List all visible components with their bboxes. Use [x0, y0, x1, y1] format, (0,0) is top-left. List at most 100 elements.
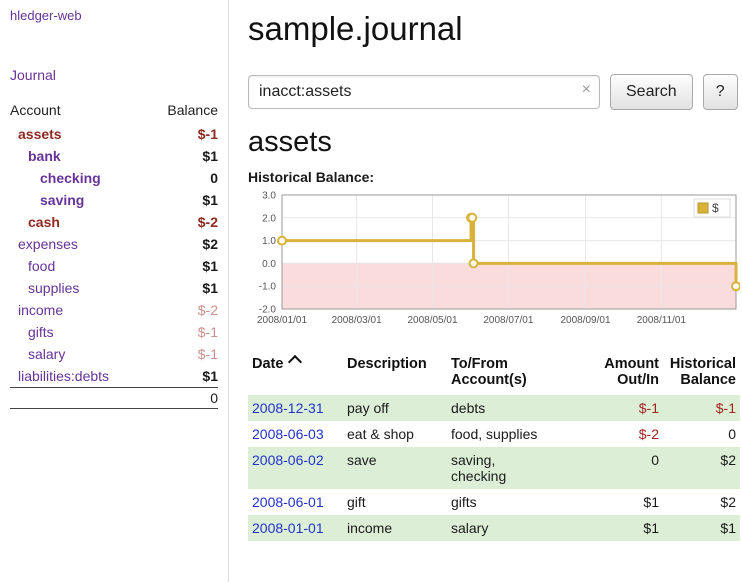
help-button[interactable]: ?	[702, 74, 738, 110]
account-row: liabilities:debts $1	[10, 365, 218, 388]
transaction-accounts: debts	[451, 400, 486, 416]
clear-search-icon[interactable]: ×	[581, 81, 591, 98]
transaction-accounts: saving, checking	[451, 452, 507, 484]
search-input[interactable]	[248, 75, 600, 109]
register-col-balance-label: Historical Balance	[669, 356, 736, 388]
transaction-amount: 0	[651, 452, 659, 468]
transaction-description: eat & shop	[347, 426, 414, 442]
account-link-cash[interactable]: cash	[28, 214, 60, 230]
search-button[interactable]: Search	[610, 74, 693, 110]
register-row: 2008-06-01 gift gifts $1 $2	[248, 489, 740, 515]
account-heading: assets	[248, 126, 332, 158]
svg-text:0.0: 0.0	[262, 259, 276, 270]
account-row: cash $-2	[10, 211, 218, 233]
register-col-balance: Historical Balance	[663, 352, 740, 395]
account-balance: $1	[202, 280, 218, 296]
register-col-amount-label: Amount Out/In	[604, 356, 659, 388]
account-balance: $-2	[197, 214, 218, 230]
register-header-row: Date Description To/From Account(s) Amou…	[248, 352, 740, 395]
svg-text:-2.0: -2.0	[259, 305, 277, 316]
sidebar-item-journal[interactable]: Journal	[10, 67, 56, 83]
register-col-account-label: To/From Account(s)	[451, 356, 527, 388]
transaction-balance: $1	[720, 520, 736, 536]
register-col-date[interactable]: Date	[248, 352, 343, 395]
register-col-description: Description	[343, 352, 447, 395]
account-row: checking 0	[10, 167, 218, 189]
svg-text:2008/03/01: 2008/03/01	[332, 315, 382, 326]
account-balance: 0	[210, 170, 218, 186]
accounts-col-account: Account	[10, 102, 61, 118]
register-row: 2008-01-01 income salary $1 $1	[248, 515, 740, 541]
sort-ascending-icon	[288, 354, 303, 370]
chart-title: Historical Balance:	[248, 169, 375, 185]
page-title: sample.journal	[248, 10, 463, 47]
register-row: 2008-06-03 eat & shop food, supplies $-2…	[248, 421, 740, 447]
register-col-description-label: Description	[347, 356, 427, 372]
account-link-income[interactable]: income	[18, 302, 64, 318]
transaction-description: income	[347, 520, 393, 536]
accounts-total: 0	[147, 387, 218, 409]
svg-text:2.0: 2.0	[262, 213, 276, 224]
account-link-food[interactable]: food	[28, 258, 56, 274]
transaction-date-link[interactable]: 2008-06-03	[252, 426, 324, 442]
transaction-date-link[interactable]: 2008-01-01	[252, 520, 324, 536]
account-balance: $1	[202, 148, 218, 164]
brand-link[interactable]: hledger-web	[10, 8, 82, 23]
account-balance: $1	[202, 368, 218, 384]
account-row: gifts $-1	[10, 321, 218, 343]
search-box: ×	[248, 75, 600, 109]
transaction-amount: $1	[643, 520, 659, 536]
svg-text:3.0: 3.0	[262, 191, 276, 202]
transaction-accounts: gifts	[451, 494, 477, 510]
account-row: bank $1	[10, 145, 218, 167]
transaction-balance: $-1	[715, 400, 736, 416]
svg-text:2008/11/01: 2008/11/01	[637, 315, 687, 326]
accounts-total-row: 0	[10, 387, 218, 409]
svg-text:$: $	[712, 201, 719, 215]
account-row: assets $-1	[10, 123, 218, 145]
account-link-gifts[interactable]: gifts	[28, 324, 54, 340]
account-link-checking[interactable]: checking	[40, 170, 101, 186]
register-col-amount: Amount Out/In	[583, 352, 663, 395]
svg-text:2008/05/01: 2008/05/01	[407, 315, 457, 326]
transaction-amount: $1	[643, 494, 659, 510]
account-balance: $-1	[197, 324, 218, 340]
transaction-description: pay off	[347, 400, 389, 416]
transaction-description: save	[347, 452, 377, 468]
svg-text:1.0: 1.0	[262, 236, 276, 247]
transaction-date-link[interactable]: 2008-12-31	[252, 400, 324, 416]
register-table: Date Description To/From Account(s) Amou…	[248, 352, 740, 541]
account-link-assets[interactable]: assets	[18, 126, 62, 142]
accounts-table: Account Balance assets $-1 bank $1 check…	[10, 99, 218, 409]
svg-text:2008/09/01: 2008/09/01	[560, 315, 610, 326]
account-balance: $1	[202, 192, 218, 208]
account-link-bank[interactable]: bank	[28, 148, 61, 164]
transaction-balance: $2	[720, 494, 736, 510]
register-col-account: To/From Account(s)	[447, 352, 583, 395]
account-link-expenses[interactable]: expenses	[18, 236, 78, 252]
account-row: expenses $2	[10, 233, 218, 255]
transaction-accounts: salary	[451, 520, 489, 536]
transaction-date-link[interactable]: 2008-06-01	[252, 494, 324, 510]
register-row: 2008-06-02 save saving, checking 0 $2	[248, 447, 740, 489]
accounts-header-row: Account Balance	[10, 99, 218, 123]
transaction-date-link[interactable]: 2008-06-02	[252, 452, 324, 468]
transaction-balance: 0	[728, 426, 736, 442]
account-row: supplies $1	[10, 277, 218, 299]
account-row: saving $1	[10, 189, 218, 211]
account-row: salary $-1	[10, 343, 218, 365]
account-row: income $-2	[10, 299, 218, 321]
main-content: sample.journal × Search ? assets Histori…	[248, 0, 742, 541]
account-balance: $-1	[197, 126, 218, 142]
account-link-supplies[interactable]: supplies	[28, 280, 80, 296]
transaction-amount: $-1	[638, 400, 659, 416]
svg-text:-1.0: -1.0	[259, 282, 277, 293]
account-balance: $-2	[197, 302, 218, 318]
account-link-saving[interactable]: saving	[40, 192, 85, 208]
account-link-salary[interactable]: salary	[28, 346, 66, 362]
transaction-description: gift	[347, 494, 366, 510]
register-row: 2008-12-31 pay off debts $-1 $-1	[248, 395, 740, 421]
historical-balance-chart: 3.0 2.0 1.0 0.0 -1.0 -2.0 2008/01/01 2008/03/01…	[248, 189, 741, 340]
account-link-liabilities-debts[interactable]: liabilities:debts	[18, 368, 110, 384]
search-bar: × Search ?	[248, 74, 742, 110]
